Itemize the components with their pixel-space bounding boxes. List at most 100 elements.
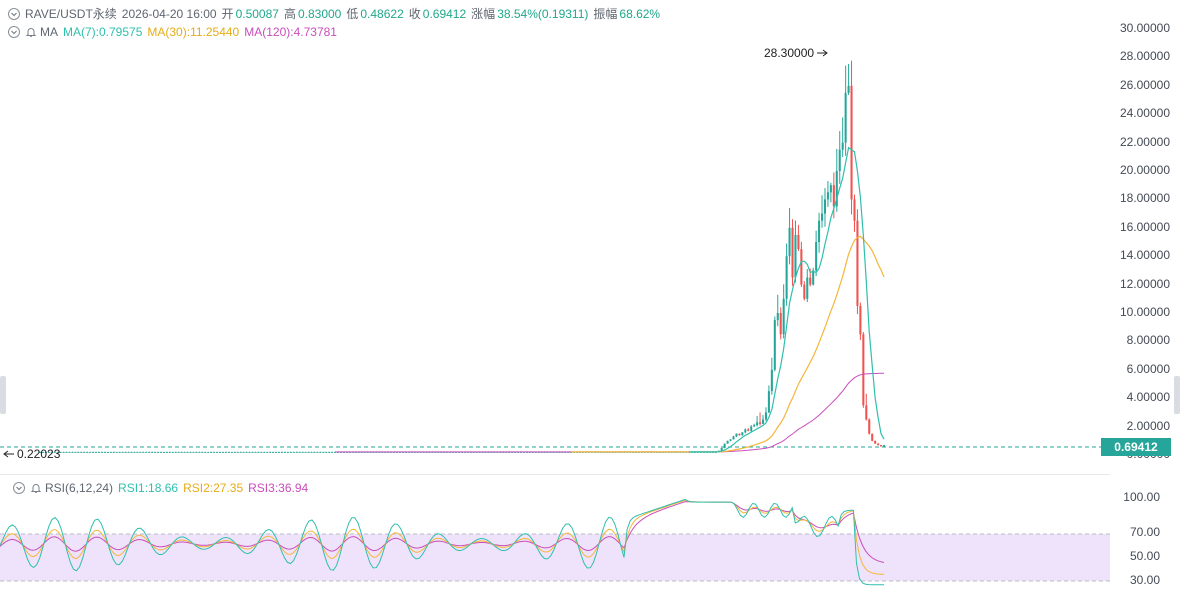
symbol-label: RAVE/USDT永续 [25, 7, 117, 21]
candle-body [723, 443, 726, 448]
candle-body [233, 451, 236, 453]
left-scroll-handle[interactable] [0, 376, 6, 414]
candle-body [86, 451, 89, 453]
candle-body [880, 445, 883, 447]
ma120-value: MA(120):4.73781 [244, 25, 337, 39]
candle-body [127, 451, 130, 453]
candle-body [856, 220, 859, 306]
rsi-legend: RSI(6,12,24) RSI1:18.66 RSI2:27.35 RSI3:… [13, 480, 308, 496]
candle-body [77, 451, 80, 453]
candle-body [286, 451, 289, 453]
candle-body [242, 451, 245, 453]
candle-body [230, 451, 233, 453]
candle-body [272, 451, 275, 453]
candle-body [195, 451, 198, 453]
high-marker: 28.30000 [764, 46, 828, 60]
candle-body [154, 451, 157, 453]
candle-body [207, 451, 210, 453]
candle-body [759, 422, 762, 424]
candle-body [62, 451, 65, 453]
alert-bell-icon[interactable] [25, 26, 37, 38]
candle-body [210, 451, 213, 453]
candle-body [218, 451, 222, 453]
candle-body [871, 433, 874, 441]
candle-body [874, 440, 877, 444]
candle-body [103, 451, 106, 453]
candle-body [797, 234, 800, 250]
rsi1-line [0, 498, 884, 586]
candle-body [764, 412, 767, 420]
candle-body [145, 451, 148, 453]
candle-body [192, 451, 195, 453]
candle-body [168, 451, 171, 453]
candle-body [747, 429, 750, 431]
rsi-tick-label: 70.00 [1129, 525, 1160, 539]
low-label: 低 [346, 7, 359, 21]
rsi-alert-bell-icon[interactable] [30, 482, 42, 494]
low-marker: 0.22023 [3, 447, 61, 461]
candle-body [68, 451, 71, 453]
ma7-line [689, 146, 885, 453]
candle-body [157, 451, 160, 453]
ma120-line [335, 372, 885, 453]
candle-body [316, 451, 319, 453]
candle-body [139, 451, 142, 453]
rsi2-line [0, 499, 885, 575]
candle-body [224, 451, 227, 453]
candle-body [236, 451, 239, 453]
candle-body [257, 451, 260, 453]
datetime-label: 2026-04-20 16:00 [121, 7, 217, 21]
candle-body [823, 199, 827, 214]
candle-body [720, 447, 723, 451]
candle-body [812, 270, 815, 285]
candle-body [859, 305, 862, 335]
candle-body [322, 451, 325, 453]
candle-body [38, 451, 42, 453]
candle-body [862, 334, 865, 406]
open-value: 0.50087 [235, 7, 279, 21]
candle-body [741, 432, 744, 436]
right-scroll-handle[interactable] [1174, 376, 1180, 414]
candle-body [74, 451, 77, 453]
candle-body [174, 451, 177, 453]
candle-body [791, 227, 794, 278]
high-marker-text: 28.30000 [764, 46, 814, 60]
candles-group [38, 60, 886, 453]
candle-body [844, 92, 847, 143]
candle-body [50, 451, 53, 453]
price-tick-label: 8.00000 [1126, 333, 1170, 348]
candle-body [124, 451, 127, 453]
candle-body [248, 451, 251, 453]
low-value: 0.48622 [360, 7, 404, 21]
candle-body [820, 213, 824, 221]
candle-body [794, 234, 797, 278]
rsi-collapse-icon[interactable] [13, 482, 25, 494]
candle-body [97, 451, 101, 453]
candle-body [59, 451, 62, 453]
candle-body [832, 185, 835, 207]
candle-body [239, 451, 242, 453]
candle-body [785, 256, 788, 299]
ma-collapse-icon[interactable] [8, 26, 20, 38]
candle-body [750, 426, 753, 431]
candle-body [835, 171, 838, 207]
candle-body [732, 436, 735, 440]
rsi-indicator-name: RSI(6,12,24) [45, 481, 114, 495]
candle-body [298, 451, 301, 453]
candle-body [186, 451, 189, 453]
candle-body [171, 451, 174, 453]
candle-body [254, 451, 257, 453]
candle-body [331, 451, 334, 453]
collapse-toggle-icon[interactable] [8, 8, 20, 20]
price-tick-label: 2.00000 [1126, 418, 1170, 433]
price-tick-label: 4.00000 [1126, 390, 1170, 405]
candle-body [118, 451, 121, 453]
candle-body [800, 249, 803, 285]
candle-body [877, 443, 880, 446]
price-tick-label: 18.00000 [1119, 191, 1170, 206]
price-tick-label: 16.00000 [1119, 219, 1170, 234]
candle-body [770, 369, 773, 392]
last-price-tag: 0.69412 [1101, 438, 1171, 456]
candle-body [95, 451, 98, 453]
